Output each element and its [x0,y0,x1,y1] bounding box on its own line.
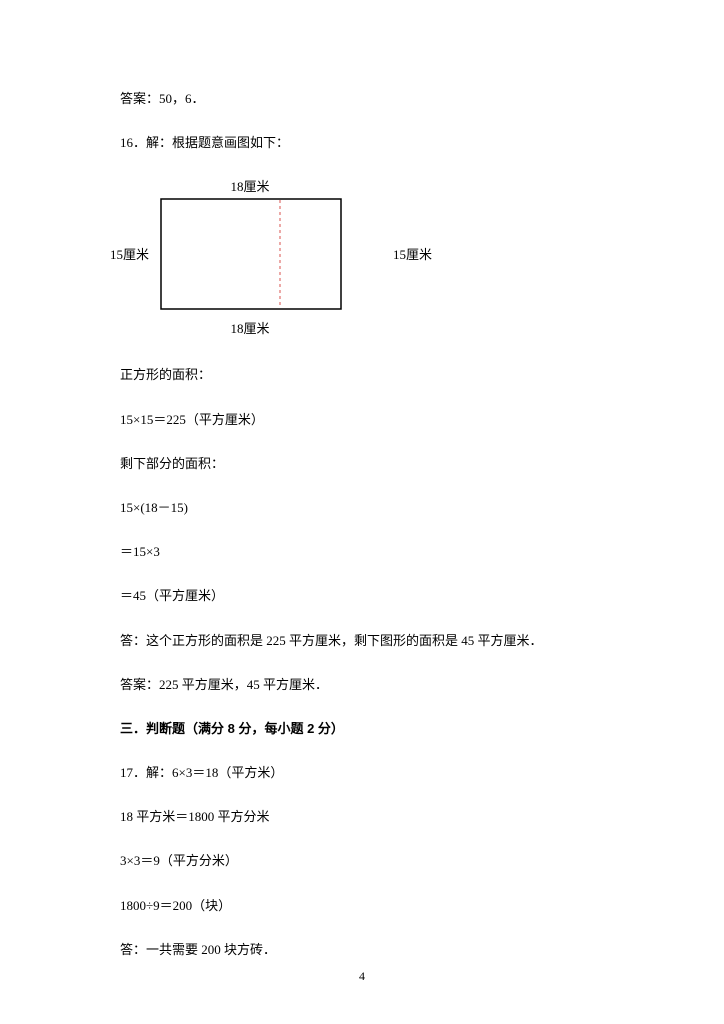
q17-line: 3×3＝9（平方分米） [120,852,604,870]
q17-line: 1800÷9＝200（块） [120,897,604,915]
section-3-heading: 三．判断题（满分 8 分，每小题 2 分） [120,720,604,738]
q16-line: 剩下部分的面积： [120,455,604,473]
diagram-right-label: 15厘米 [393,246,432,264]
q16-line: 15×(18－15) [120,499,604,517]
q16-diagram: 18厘米 15厘米 15厘米 18厘米 [120,178,380,338]
q16-opening: 16．解：根据题意画图如下： [120,134,604,152]
rectangle-svg [160,198,344,312]
q17-line: 17．解：6×3＝18（平方米） [120,764,604,782]
diagram-left-label: 15厘米 [110,246,149,264]
prev-answer-line: 答案：50，6． [120,90,604,108]
diagram-top-label: 18厘米 [120,178,380,196]
q17-line: 18 平方米＝1800 平方分米 [120,808,604,826]
page-number: 4 [0,969,724,984]
q16-line: 正方形的面积： [120,366,604,384]
diagram-bottom-label: 18厘米 [120,320,380,338]
outer-rectangle [161,199,341,309]
q16-line: 15×15＝225（平方厘米） [120,411,604,429]
q16-line: 答：这个正方形的面积是 225 平方厘米，剩下图形的面积是 45 平方厘米． [120,632,604,650]
q16-line: 答案：225 平方厘米，45 平方厘米． [120,676,604,694]
q16-line: ＝45（平方厘米） [120,587,604,605]
q16-line: ＝15×3 [120,543,604,561]
q17-line: 答：一共需要 200 块方砖． [120,941,604,959]
